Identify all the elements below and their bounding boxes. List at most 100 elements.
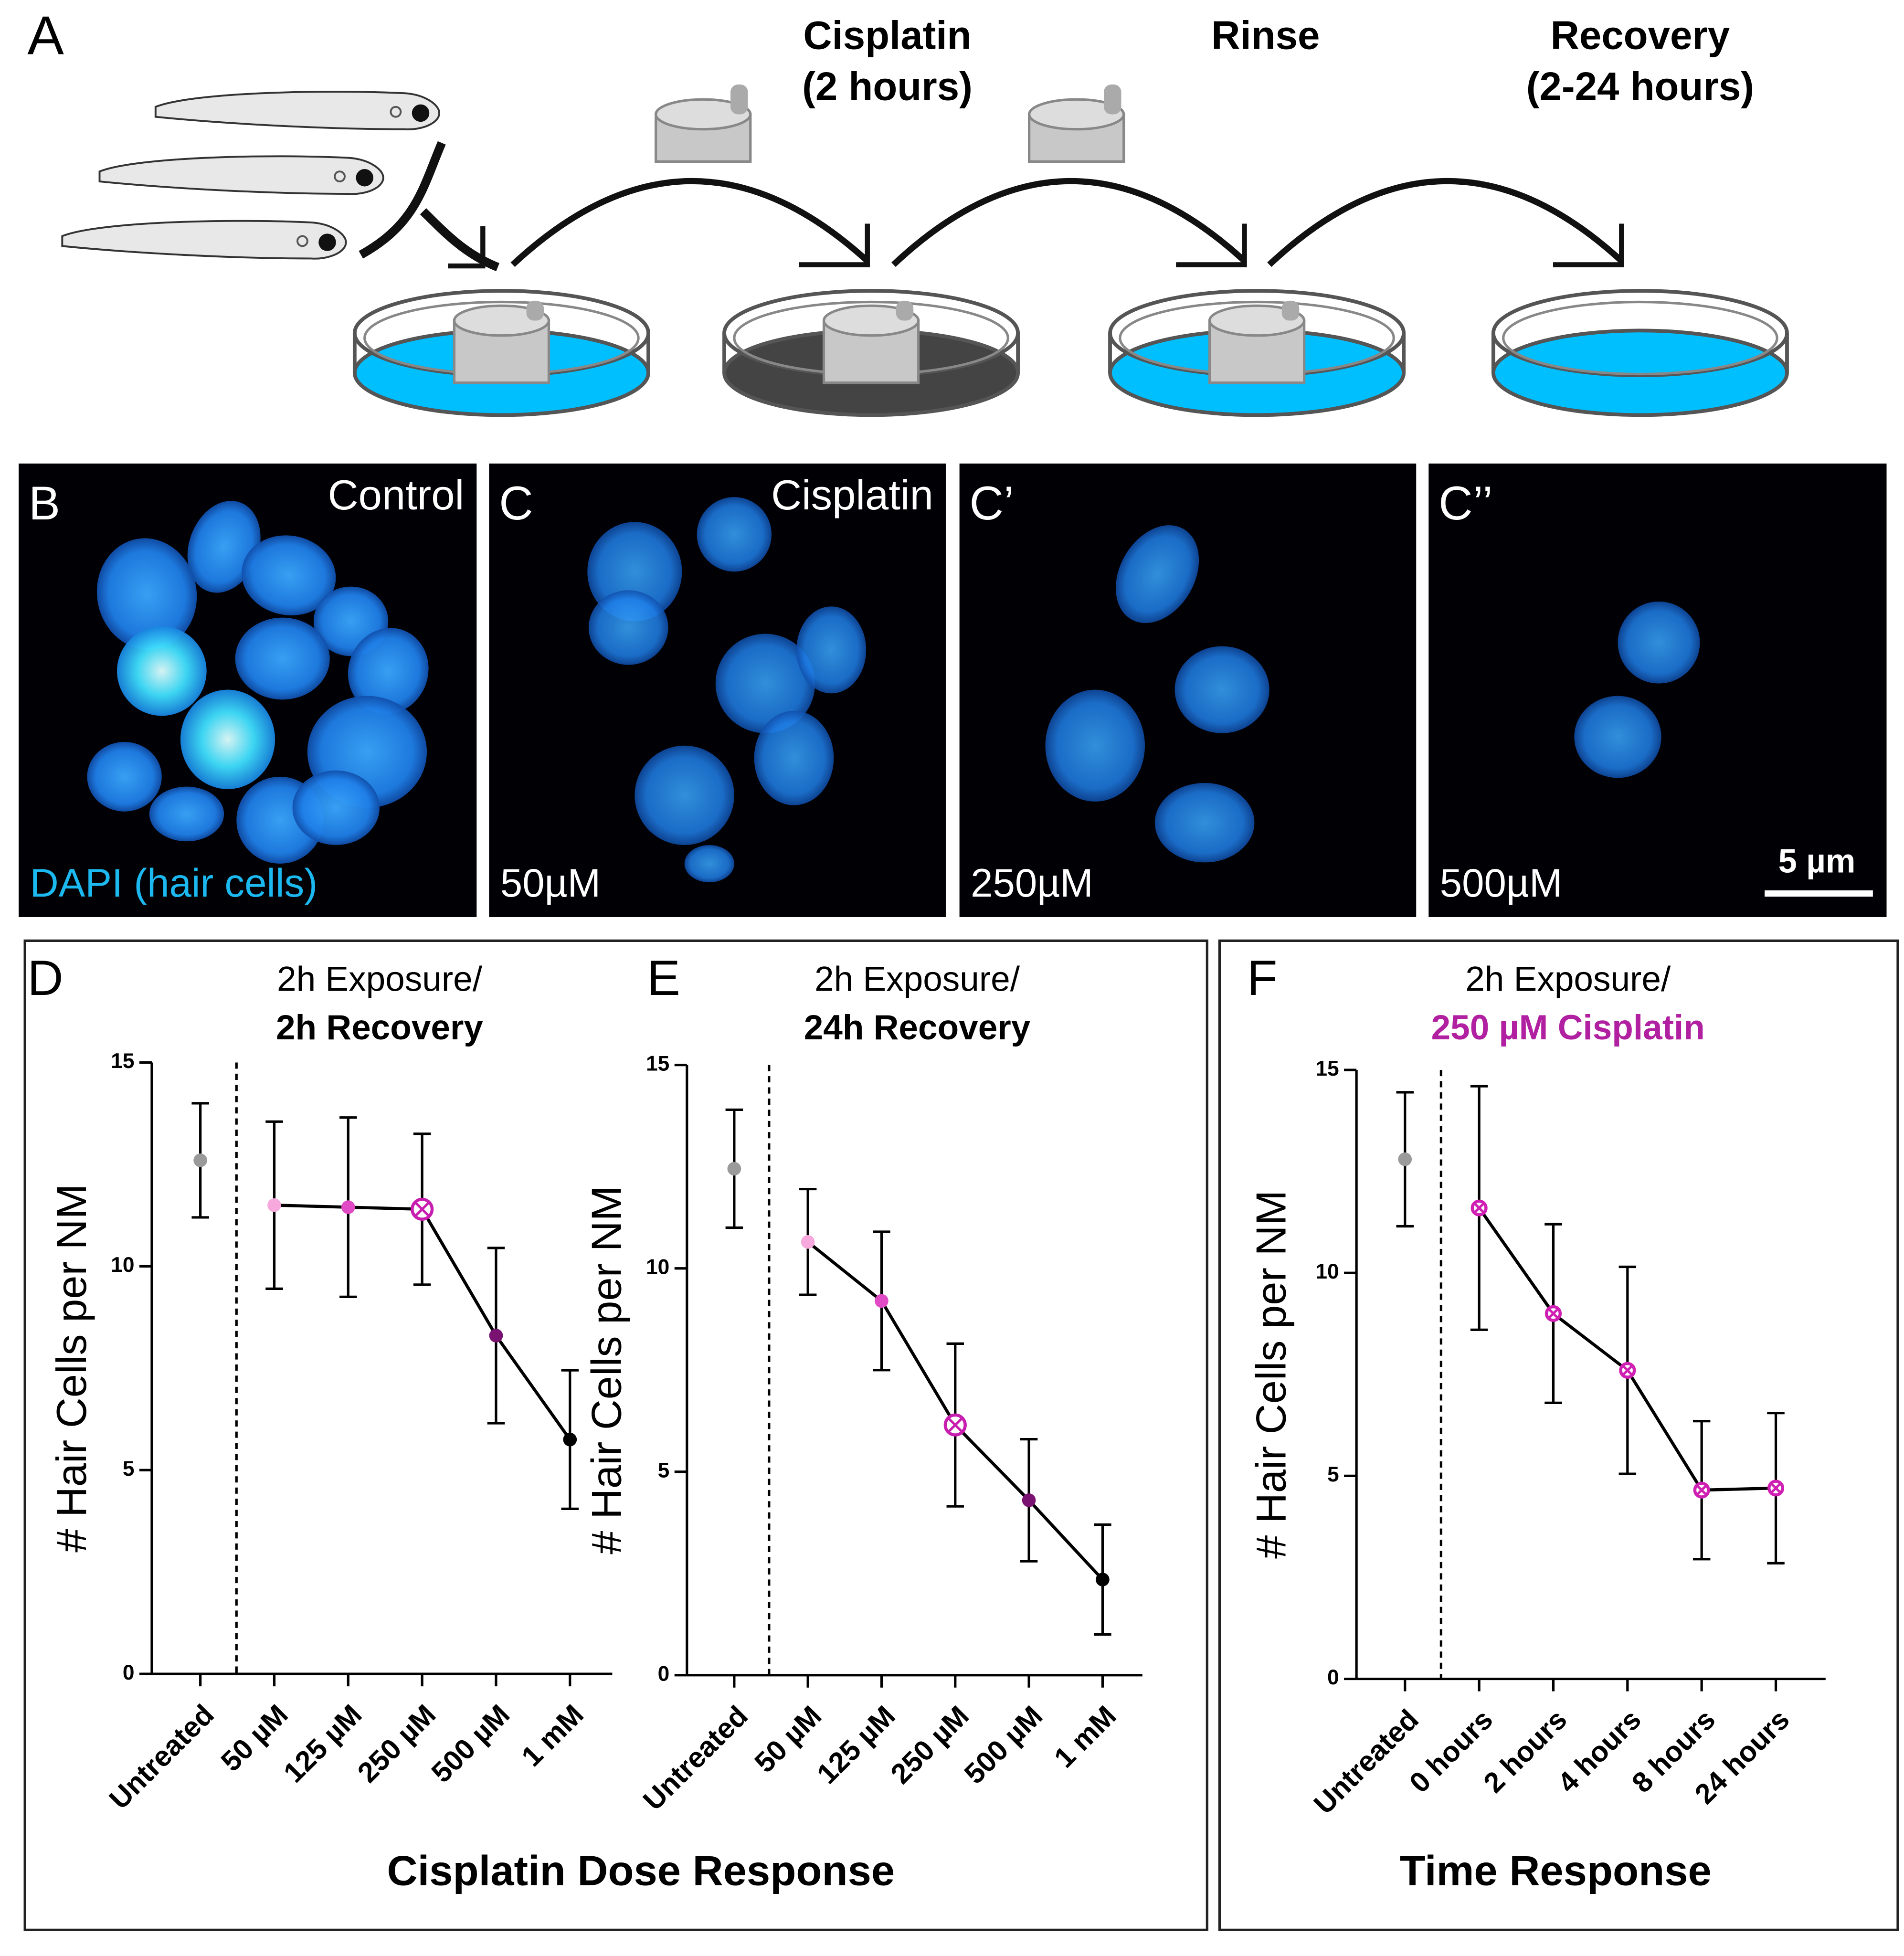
nucleus xyxy=(1174,646,1269,733)
insert-handle xyxy=(896,300,914,321)
dish-rim-inner xyxy=(1502,300,1778,376)
chart-subtitle: 24h Recovery xyxy=(804,1008,1031,1047)
y-tick-label: 10 xyxy=(1315,1260,1339,1283)
fish-body xyxy=(154,91,441,130)
x-axis-label: Time Response xyxy=(1400,1847,1712,1894)
micrograph-caption: 500µM xyxy=(1440,861,1563,905)
y-tick-label: 10 xyxy=(111,1253,134,1277)
point xyxy=(801,1235,815,1249)
nucleus xyxy=(348,628,429,714)
y-axis-label: # Hair Cells per NM xyxy=(583,1186,630,1554)
step-title: Recovery xyxy=(1551,13,1730,58)
y-tick-label: 15 xyxy=(1315,1057,1339,1080)
nucleus xyxy=(242,535,336,615)
nucleus xyxy=(1045,689,1145,802)
scale-bar-label: 5 µm xyxy=(1778,842,1856,880)
nucleus xyxy=(1618,601,1700,684)
nucleus xyxy=(1574,696,1661,778)
point xyxy=(267,1198,281,1212)
micrograph: C’ 250µM xyxy=(959,463,1417,917)
fish-ear xyxy=(296,235,308,247)
floating-insert xyxy=(1027,84,1125,163)
point-cross xyxy=(1547,1308,1559,1320)
y-tick-label: 5 xyxy=(1327,1463,1339,1486)
panel-frame xyxy=(23,939,1208,1931)
y-tick-label: 0 xyxy=(658,1662,670,1685)
panel-label: E xyxy=(647,951,680,1006)
y-axis-label: # Hair Cells per NM xyxy=(48,1184,95,1553)
point xyxy=(727,1162,741,1176)
chart-title: 2h Exposure/ xyxy=(814,960,1020,999)
process-arrow xyxy=(510,178,870,267)
chart-subtitle: 250 µM Cisplatin xyxy=(1431,1008,1705,1047)
panel-label: F xyxy=(1247,951,1278,1006)
micrograph-title: Control xyxy=(328,471,465,518)
point-cross xyxy=(947,1417,963,1433)
step-subtitle: (2 hours) xyxy=(802,64,973,108)
nucleus xyxy=(697,497,772,572)
chart-title: 2h Exposure/ xyxy=(1465,960,1671,999)
dish xyxy=(1108,289,1406,417)
micrograph-title: Cisplatin xyxy=(771,471,933,518)
fish xyxy=(61,220,347,260)
nucleus xyxy=(1116,525,1199,623)
point xyxy=(875,1294,889,1308)
insert-handle xyxy=(1281,300,1300,321)
y-tick-label: 5 xyxy=(658,1459,670,1482)
micrograph: C’’ 500µM 5 µm xyxy=(1428,463,1887,917)
fish-eye xyxy=(412,104,430,122)
y-tick-label: 15 xyxy=(646,1052,669,1075)
insert-top xyxy=(453,304,550,337)
micrograph-label: C’’ xyxy=(1439,476,1493,529)
fish-ear xyxy=(334,170,346,182)
chart-subtitle: 2h Recovery xyxy=(276,1008,483,1047)
fish-eye xyxy=(318,233,336,251)
fish-body xyxy=(61,220,347,260)
point xyxy=(193,1153,207,1167)
y-tick-label: 5 xyxy=(123,1457,135,1480)
y-tick-label: 15 xyxy=(111,1049,134,1073)
fish-ear xyxy=(390,106,402,118)
panel-label: A xyxy=(27,5,64,66)
arrow-head xyxy=(448,226,486,269)
nucleus xyxy=(1154,782,1255,863)
dish xyxy=(1491,289,1789,417)
point xyxy=(489,1329,503,1343)
arrow-head xyxy=(1553,223,1624,267)
step-subtitle: (2-24 hours) xyxy=(1526,64,1754,108)
nucleus xyxy=(235,617,330,700)
point xyxy=(341,1200,355,1214)
insert-top xyxy=(822,304,920,337)
micrograph: C Cisplatin 50µM xyxy=(489,463,946,917)
arrow-head xyxy=(1176,223,1247,267)
point xyxy=(563,1432,577,1447)
insert-top xyxy=(1027,98,1125,131)
nucleus xyxy=(149,786,224,842)
fish xyxy=(98,155,384,195)
x-axis-label: Cisplatin Dose Response xyxy=(387,1847,895,1894)
micrograph: B Control DAPI (hair cells) xyxy=(19,463,477,917)
micrograph-image xyxy=(1428,463,1887,917)
dish xyxy=(722,289,1020,417)
arrow-head xyxy=(799,223,870,267)
process-arrow xyxy=(1267,178,1624,267)
y-tick-label: 0 xyxy=(1327,1666,1339,1689)
dish xyxy=(352,289,650,417)
step-title: Cisplatin xyxy=(803,13,971,58)
nucleus xyxy=(180,689,275,789)
y-axis-label: # Hair Cells per NM xyxy=(1247,1190,1294,1559)
fish-eye xyxy=(356,169,373,187)
point-cross xyxy=(1696,1484,1708,1496)
insert-handle xyxy=(730,84,748,115)
nucleus xyxy=(87,741,162,812)
point-cross xyxy=(1621,1364,1633,1376)
step-title: Rinse xyxy=(1211,13,1320,58)
nucleus xyxy=(754,710,834,805)
nucleus xyxy=(117,626,207,716)
panel-label: D xyxy=(27,951,63,1006)
micrograph-caption: DAPI (hair cells) xyxy=(30,861,317,905)
point-cross xyxy=(1473,1202,1485,1214)
point-cross xyxy=(414,1201,430,1217)
